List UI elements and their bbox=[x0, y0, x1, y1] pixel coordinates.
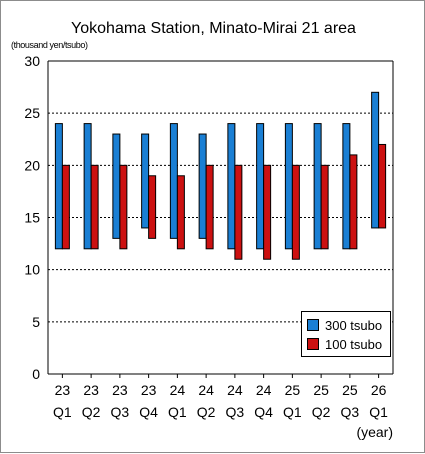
x-tick-quarter-11: Q1 bbox=[369, 404, 388, 420]
x-tick-quarter-3: Q4 bbox=[139, 404, 158, 420]
bar-100-tsubo-24-Q1 bbox=[176, 175, 185, 250]
bar-100-tsubo-23-Q2 bbox=[90, 164, 99, 250]
x-tick-year-3: 23 bbox=[141, 382, 157, 398]
x-axis-label: (year) bbox=[356, 424, 393, 440]
y-tick-labels: 0 5 10 15 20 25 30 bbox=[24, 53, 40, 382]
y-tick-label-25: 25 bbox=[24, 105, 40, 121]
bars bbox=[54, 91, 387, 260]
x-tick-quarter-4: Q1 bbox=[168, 404, 187, 420]
x-tick-year-2: 23 bbox=[112, 382, 128, 398]
x-tick-quarter-9: Q2 bbox=[312, 404, 331, 420]
bar-300-tsubo-23-Q2 bbox=[83, 123, 92, 250]
chart-title: Yokohama Station, Minato-Mirai 21 area bbox=[71, 20, 356, 37]
bar-300-tsubo-23-Q1 bbox=[54, 123, 63, 250]
y-tick-label-15: 15 bbox=[24, 210, 40, 226]
bar-100-tsubo-26-Q1 bbox=[378, 143, 387, 229]
x-tick-labels: 23 Q1 23 Q2 23 Q3 23 Q4 24 Q1 24 Q2 24 Q3 24 Q4 25 Q1 25 Q2… bbox=[53, 382, 393, 440]
x-tick-year-1: 23 bbox=[83, 382, 99, 398]
bar-100-tsubo-23-Q3 bbox=[119, 164, 128, 250]
x-tick-year-10: 25 bbox=[342, 382, 358, 398]
gridlines bbox=[48, 60, 393, 323]
bar-300-tsubo-24-Q3 bbox=[227, 123, 236, 250]
bar-300-tsubo-26-Q1 bbox=[371, 91, 380, 229]
x-tick-quarter-1: Q2 bbox=[82, 404, 101, 420]
y-tick-label-30: 30 bbox=[24, 53, 40, 69]
legend: 300 tsubo 100 tsubo bbox=[301, 311, 391, 357]
bar-300-tsubo-23-Q3 bbox=[112, 133, 121, 239]
y-tick-label-20: 20 bbox=[24, 157, 40, 173]
legend-label-300-tsubo: 300 tsubo bbox=[325, 317, 383, 333]
x-tick-quarter-6: Q3 bbox=[226, 404, 245, 420]
bar-300-tsubo-24-Q4 bbox=[256, 123, 265, 250]
x-tick-year-6: 24 bbox=[227, 382, 243, 398]
x-tick-quarter-7: Q4 bbox=[254, 404, 273, 420]
bar-300-tsubo-24-Q2 bbox=[198, 133, 207, 239]
y-tick-label-5: 5 bbox=[32, 314, 40, 330]
x-tick-year-9: 25 bbox=[313, 382, 329, 398]
legend-swatch-300-tsubo bbox=[307, 319, 319, 331]
x-tick-year-7: 24 bbox=[256, 382, 272, 398]
bar-100-tsubo-25-Q2 bbox=[320, 164, 329, 250]
x-tick-quarter-2: Q3 bbox=[111, 404, 130, 420]
bar-100-tsubo-25-Q3 bbox=[349, 154, 358, 250]
bar-300-tsubo-25-Q2 bbox=[313, 123, 322, 250]
bar-100-tsubo-23-Q4 bbox=[148, 175, 157, 239]
x-tick-year-0: 23 bbox=[55, 382, 71, 398]
legend-item-100-tsubo: 100 tsubo bbox=[302, 336, 382, 352]
bar-100-tsubo-25-Q1 bbox=[291, 164, 300, 260]
y-tick-label-10: 10 bbox=[24, 262, 40, 278]
x-tick-year-4: 24 bbox=[170, 382, 186, 398]
bar-300-tsubo-25-Q3 bbox=[342, 123, 351, 250]
legend-swatch-100-tsubo bbox=[307, 338, 319, 350]
x-tick-year-8: 25 bbox=[285, 382, 301, 398]
x-tick-quarter-5: Q2 bbox=[197, 404, 216, 420]
bar-100-tsubo-24-Q2 bbox=[205, 164, 214, 250]
bar-100-tsubo-24-Q4 bbox=[263, 164, 272, 260]
x-tick-year-5: 24 bbox=[198, 382, 214, 398]
bar-100-tsubo-23-Q1 bbox=[61, 164, 70, 250]
axes bbox=[47, 61, 394, 378]
bar-100-tsubo-24-Q3 bbox=[234, 164, 243, 260]
x-tick-quarter-8: Q1 bbox=[283, 404, 302, 420]
y-unit-label: (thousand yen/tsubo) bbox=[11, 40, 88, 50]
legend-label-100-tsubo: 100 tsubo bbox=[325, 336, 383, 352]
bar-300-tsubo-25-Q1 bbox=[284, 123, 293, 250]
bar-300-tsubo-24-Q1 bbox=[169, 123, 178, 239]
x-tick-quarter-10: Q3 bbox=[341, 404, 360, 420]
x-tick-year-11: 26 bbox=[371, 382, 387, 398]
x-tick-quarter-0: Q1 bbox=[53, 404, 72, 420]
bar-300-tsubo-23-Q4 bbox=[141, 133, 150, 229]
legend-item-300-tsubo: 300 tsubo bbox=[302, 317, 382, 333]
y-tick-label-0: 0 bbox=[32, 366, 40, 382]
